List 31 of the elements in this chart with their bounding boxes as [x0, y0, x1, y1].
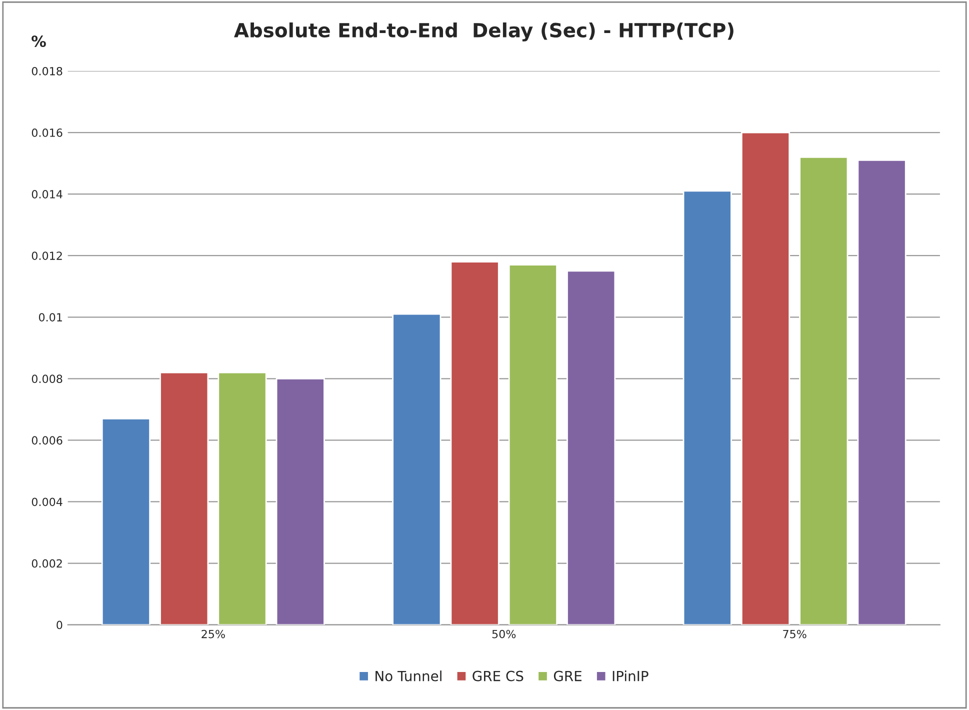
y-tick-label: 0.014 — [32, 190, 62, 198]
legend-label: No Tunnel — [376, 670, 442, 682]
legend-label: GRE CS — [472, 670, 524, 682]
x-tick-label: 50% — [492, 630, 516, 638]
chart-title: Absolute End-to-End Delay (Sec) - HTTP(TCP) — [234, 22, 734, 42]
y-tick-label: 0.016 — [32, 128, 62, 137]
y-tick-label: 0.004 — [32, 498, 62, 506]
y-tick-label: 0.01 — [38, 313, 62, 322]
x-tick-label: 75% — [783, 630, 806, 638]
bar — [450, 261, 500, 625]
y-tick-label: 0.012 — [32, 252, 62, 260]
x-tick-label: 25% — [202, 630, 225, 638]
y-tick-label: 0.018 — [32, 66, 62, 76]
y-axis-title: % — [32, 35, 46, 48]
bar — [218, 372, 267, 625]
bar — [566, 270, 616, 625]
bar — [101, 418, 150, 625]
legend-label: GRE — [554, 670, 582, 682]
legend-label: IPinIP — [612, 670, 648, 682]
bar — [857, 160, 906, 625]
bar — [508, 264, 558, 625]
y-tick-label: 0.008 — [32, 374, 62, 384]
y-tick-label: 0.002 — [32, 559, 62, 568]
bar — [799, 156, 848, 625]
bar — [276, 378, 325, 625]
bar — [740, 132, 790, 625]
bar — [392, 313, 442, 625]
y-tick-label: 0 — [56, 620, 62, 630]
bar — [160, 372, 209, 625]
y-tick-label: 0.006 — [32, 436, 62, 445]
bar — [682, 190, 732, 625]
